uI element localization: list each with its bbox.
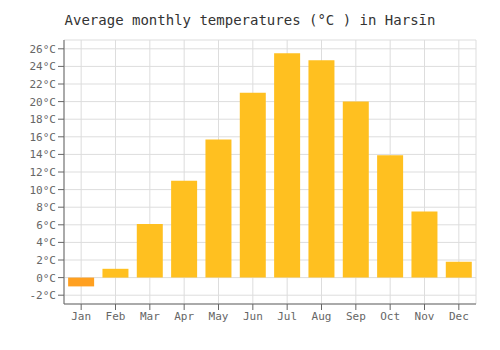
svg-text:Nov: Nov xyxy=(415,310,435,323)
svg-text:22°C: 22°C xyxy=(30,78,57,91)
svg-text:Jul: Jul xyxy=(277,310,297,323)
svg-text:-2°C: -2°C xyxy=(30,289,57,302)
svg-text:10°C: 10°C xyxy=(30,184,57,197)
svg-text:18°C: 18°C xyxy=(30,113,57,126)
svg-text:Sep: Sep xyxy=(346,310,366,323)
svg-text:Mar: Mar xyxy=(140,310,160,323)
svg-text:2°C: 2°C xyxy=(36,254,56,267)
svg-text:May: May xyxy=(209,310,229,323)
svg-text:Feb: Feb xyxy=(106,310,126,323)
svg-text:16°C: 16°C xyxy=(30,131,57,144)
svg-text:Oct: Oct xyxy=(380,310,400,323)
svg-text:20°C: 20°C xyxy=(30,96,57,109)
svg-text:Dec: Dec xyxy=(449,310,469,323)
svg-text:8°C: 8°C xyxy=(36,201,56,214)
svg-text:24°C: 24°C xyxy=(30,60,57,73)
svg-text:6°C: 6°C xyxy=(36,219,56,232)
html-text:Average monthly temperatures (: Average monthly temperatures (°C ) in Ha… xyxy=(64,12,436,28)
svg-text:Jun: Jun xyxy=(243,310,263,323)
svg-text:Aug: Aug xyxy=(312,310,332,323)
svg-text:26°C: 26°C xyxy=(30,43,57,56)
svg-text:4°C: 4°C xyxy=(36,236,56,249)
svg-text:Apr: Apr xyxy=(174,310,194,323)
svg-text:0°C: 0°C xyxy=(36,272,56,285)
svg-text:12°C: 12°C xyxy=(30,166,57,179)
svg-text:Jan: Jan xyxy=(71,310,91,323)
svg-text:14°C: 14°C xyxy=(30,148,57,161)
